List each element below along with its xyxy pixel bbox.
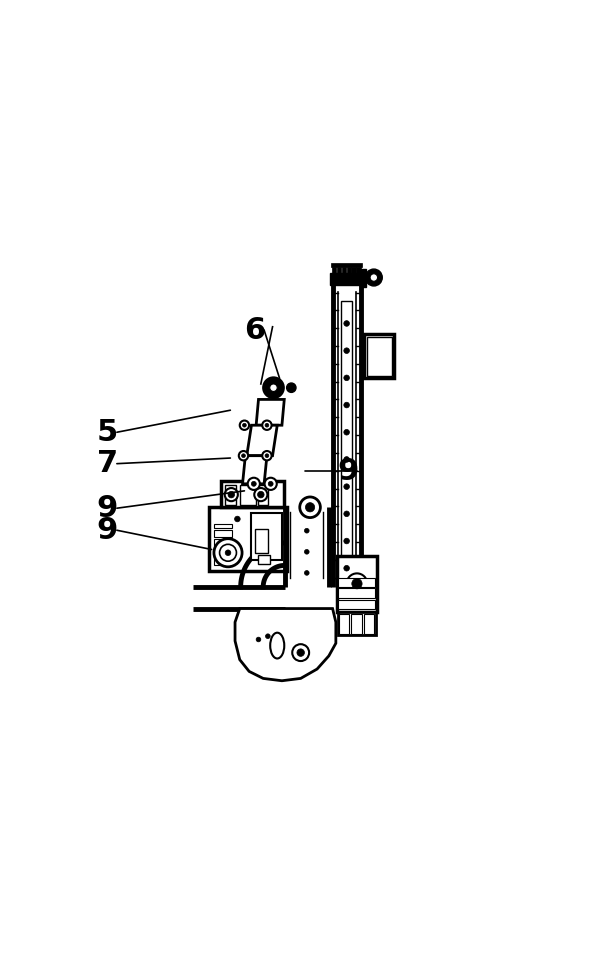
Bar	[240, 485, 256, 504]
Circle shape	[254, 488, 267, 502]
Circle shape	[228, 491, 235, 498]
Bar	[364, 614, 374, 634]
Bar	[252, 513, 282, 560]
Circle shape	[239, 451, 248, 461]
Circle shape	[344, 321, 350, 327]
Bar	[258, 485, 268, 504]
Circle shape	[304, 549, 309, 554]
Circle shape	[265, 454, 269, 458]
Circle shape	[344, 538, 350, 544]
Bar	[367, 336, 391, 375]
Polygon shape	[235, 608, 336, 680]
Circle shape	[352, 578, 362, 589]
Circle shape	[344, 348, 350, 354]
Circle shape	[304, 529, 309, 533]
Circle shape	[344, 457, 350, 463]
Circle shape	[344, 566, 350, 571]
Circle shape	[262, 421, 272, 430]
Circle shape	[220, 544, 237, 561]
Bar	[214, 548, 232, 556]
Bar	[361, 269, 367, 287]
Bar	[342, 267, 346, 273]
Bar	[330, 273, 364, 285]
Circle shape	[344, 430, 350, 435]
Polygon shape	[243, 456, 267, 484]
Bar	[224, 485, 237, 504]
Circle shape	[304, 571, 309, 575]
Circle shape	[263, 377, 284, 398]
Circle shape	[247, 477, 260, 490]
Circle shape	[256, 638, 261, 642]
Circle shape	[214, 538, 242, 567]
Bar	[214, 539, 232, 546]
Bar	[214, 558, 232, 565]
Bar	[214, 530, 232, 537]
Circle shape	[241, 454, 246, 458]
Bar	[258, 555, 270, 564]
Ellipse shape	[270, 633, 284, 658]
Bar	[352, 614, 362, 634]
Bar	[356, 267, 361, 273]
Circle shape	[224, 488, 238, 502]
Circle shape	[344, 511, 350, 517]
Circle shape	[235, 516, 240, 522]
Circle shape	[270, 384, 277, 392]
Circle shape	[297, 649, 304, 656]
Polygon shape	[247, 425, 277, 456]
Bar	[337, 556, 377, 611]
Circle shape	[344, 484, 350, 490]
Bar	[209, 507, 287, 571]
Bar	[337, 267, 341, 273]
Bar	[347, 267, 351, 273]
Circle shape	[347, 573, 367, 594]
Circle shape	[299, 497, 321, 517]
Bar	[352, 267, 356, 273]
Bar	[364, 333, 394, 378]
Circle shape	[365, 269, 382, 286]
Polygon shape	[256, 399, 284, 425]
Bar	[331, 263, 362, 267]
Circle shape	[266, 634, 270, 639]
Circle shape	[268, 481, 273, 486]
Bar	[338, 588, 374, 598]
Circle shape	[292, 644, 309, 661]
Circle shape	[370, 274, 378, 281]
Circle shape	[225, 550, 231, 556]
Bar	[338, 600, 374, 609]
Circle shape	[243, 424, 246, 427]
Circle shape	[265, 424, 269, 427]
Text: 9: 9	[97, 516, 118, 544]
Text: 9: 9	[337, 457, 358, 486]
Circle shape	[240, 421, 249, 430]
Circle shape	[262, 451, 272, 461]
Circle shape	[306, 503, 315, 512]
Bar	[338, 577, 374, 587]
Circle shape	[344, 375, 350, 381]
Bar	[221, 481, 284, 507]
Text: 5: 5	[97, 418, 118, 447]
Text: 9: 9	[97, 494, 118, 523]
Bar	[339, 614, 350, 634]
Text: 6: 6	[244, 316, 266, 344]
Bar	[332, 267, 336, 273]
Circle shape	[344, 402, 350, 408]
Text: 7: 7	[97, 449, 118, 478]
Circle shape	[264, 477, 276, 490]
Bar	[214, 524, 232, 529]
Bar	[255, 530, 269, 553]
Circle shape	[258, 491, 264, 498]
Bar	[341, 301, 352, 582]
Circle shape	[251, 481, 257, 486]
Circle shape	[287, 383, 296, 393]
Bar	[338, 611, 376, 636]
